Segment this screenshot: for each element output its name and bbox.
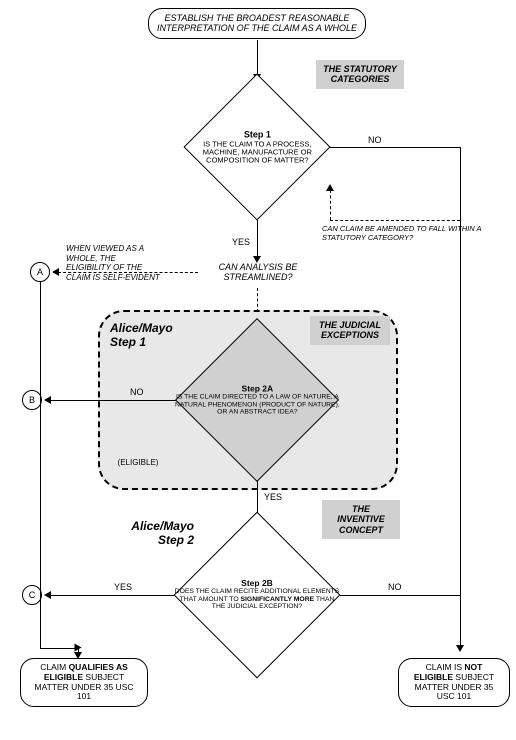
connector-b-label: B [29, 395, 35, 405]
not-eligible-terminal: CLAIM IS NOT ELIGIBLE SUBJECT MATTER UND… [398, 658, 510, 707]
connector-c: C [22, 585, 42, 605]
label-judicial-text: THE JUDICIAL EXCEPTIONS [319, 320, 381, 340]
start-terminal: ESTABLISH THE BROADEST REASONABLE INTERP… [148, 8, 366, 39]
edge-streamline-a-head [52, 268, 59, 276]
step2a-body: IS THE CLAIM DIRECTED TO A LAW OF NATURE… [172, 393, 343, 415]
connector-c-label: C [29, 590, 36, 600]
edge-left-trunk-to-qual [40, 648, 78, 649]
streamline-side-text: WHEN VIEWED AS A WHOLE, THE ELIGIBILITY … [66, 244, 160, 282]
step1-title: Step 1 [243, 130, 270, 140]
streamline-question: CAN ANALYSIS BE STREAMLINED? [200, 262, 316, 283]
streamline-text: CAN ANALYSIS BE STREAMLINED? [219, 262, 298, 282]
label-judicial-exceptions: THE JUDICIAL EXCEPTIONS [310, 316, 390, 345]
edge-step2a-no-label: NO [130, 387, 144, 397]
flowchart-canvas: ESTABLISH THE BROADEST REASONABLE INTERP… [0, 0, 516, 718]
edge-step1-no-label: NO [368, 135, 382, 145]
edge-step2a-no [50, 400, 176, 401]
edge-left-trunk [40, 282, 41, 648]
edge-step2b-yes [50, 595, 174, 596]
edge-step1-yes [257, 220, 258, 258]
edge-step1-yes-label: YES [232, 237, 250, 247]
streamline-side-note: WHEN VIEWED AS A WHOLE, THE ELIGIBILITY … [66, 244, 162, 282]
step1-body: IS THE CLAIM TO A PROCESS, MACHINE, MANU… [181, 140, 334, 165]
edge-step2a-no-head [44, 396, 51, 404]
label-statutory-text: THE STATUTORY CATEGORIES [323, 64, 397, 84]
edge-amend-dashed-v [330, 190, 331, 220]
alice-step1-text: Alice/Mayo Step 1 [110, 321, 173, 349]
label-statutory-categories: THE STATUTORY CATEGORIES [316, 60, 404, 89]
qualifies-terminal: CLAIM QUALIFIES AS ELIGIBLE SUBJECT MATT… [20, 658, 148, 707]
edge-step1-no-v [460, 147, 461, 647]
edge-start-step1 [257, 40, 258, 76]
edge-step2b-no [340, 595, 460, 596]
edge-step2b-yes-label: YES [114, 582, 132, 592]
connector-a: A [30, 262, 50, 282]
edge-step2b-yes-head [44, 591, 51, 599]
not-eligible-pre: CLAIM IS [426, 662, 465, 672]
edge-step1-no-h [330, 147, 460, 148]
step2a-title: Step 2A [241, 384, 273, 393]
label-inventive-concept: THE INVENTIVE CONCEPT [322, 500, 400, 539]
qualifies-pre: CLAIM [40, 662, 68, 672]
edge-step1-no-head [456, 645, 464, 652]
label-inventive-text: THE INVENTIVE CONCEPT [337, 504, 385, 535]
edge-amend-head [326, 184, 334, 191]
step2a-eligible-hint: (ELIGIBLE) [108, 458, 168, 467]
amend-hint: CAN CLAIM BE AMENDED TO FALL WITHIN A ST… [322, 224, 490, 242]
start-text: ESTABLISH THE BROADEST REASONABLE INTERP… [157, 13, 357, 33]
step1-decision: Step 1 IS THE CLAIM TO A PROCESS, MACHIN… [183, 73, 330, 220]
amend-hint-text: CAN CLAIM BE AMENDED TO FALL WITHIN A ST… [322, 224, 481, 242]
edge-step2a-yes-label: YES [264, 492, 282, 502]
edge-amend-dashed-h [330, 220, 460, 221]
step2b-title: Step 2B [241, 579, 273, 588]
edge-step2b-no-label: NO [388, 582, 402, 592]
step2b-body: DOES THE CLAIM RECITE ADDITIONAL ELEMENT… [170, 588, 344, 610]
connector-b: B [22, 390, 42, 410]
step2b-decision: Step 2B DOES THE CLAIM RECITE ADDITIONAL… [174, 512, 341, 679]
step2b-strong: SIGNIFICANTLY MORE [241, 596, 315, 603]
connector-a-label: A [37, 267, 43, 277]
edge-streamline-down [257, 288, 258, 312]
